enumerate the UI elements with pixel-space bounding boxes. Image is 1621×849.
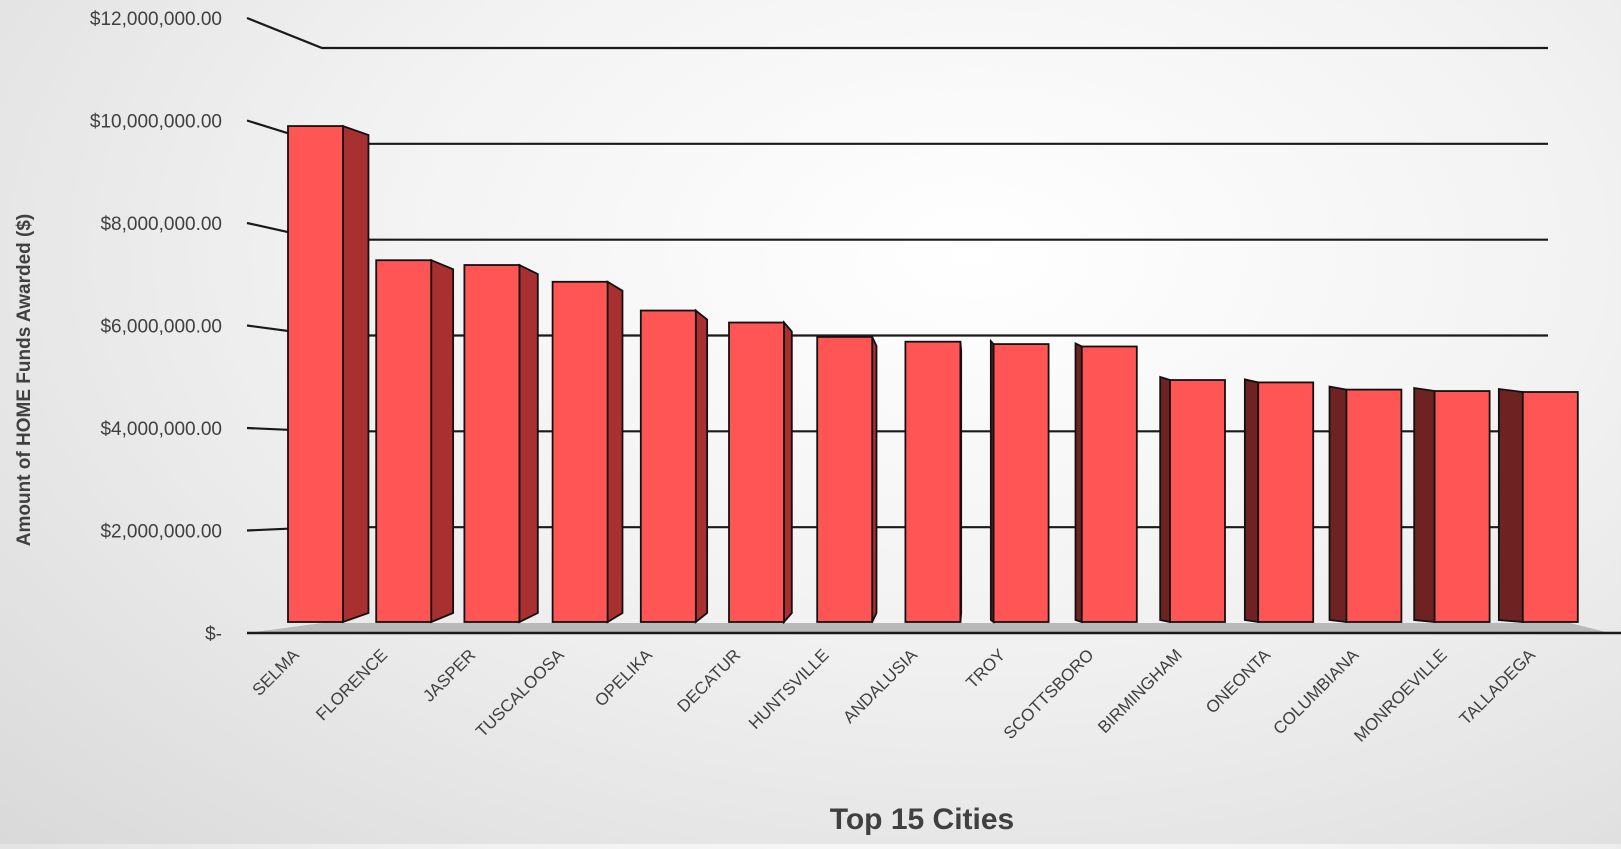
bar — [816, 335, 878, 623]
bar-side — [606, 280, 624, 624]
bar-side — [1328, 385, 1348, 624]
chart-floor — [247, 623, 1621, 635]
x-tick-label: FLORENCE — [312, 645, 391, 724]
bar — [1159, 375, 1226, 624]
bar-front — [287, 125, 344, 623]
bar — [989, 338, 1050, 624]
bar-side — [694, 308, 709, 624]
y-tick-label: $6,000,000.00 — [100, 317, 222, 338]
bar-front — [639, 309, 697, 623]
bar-side — [342, 124, 370, 624]
x-tick-label: OPELIKA — [591, 645, 656, 710]
bar — [287, 124, 370, 624]
bar-front — [551, 280, 609, 623]
bar-front — [1080, 345, 1138, 623]
x-tick-label: ANDALUSIA — [839, 645, 921, 727]
bar — [551, 280, 624, 624]
bar — [639, 308, 709, 624]
y-tick-label: $4,000,000.00 — [100, 419, 222, 440]
x-tick-label: TUSCALOOSA — [472, 645, 568, 741]
bar-front — [1345, 388, 1403, 623]
bar-side — [1074, 342, 1083, 624]
x-tick-label: SELMA — [249, 645, 304, 700]
bar-side — [1497, 387, 1524, 623]
bar-side — [518, 263, 539, 624]
y-tick-label: $8,000,000.00 — [100, 214, 222, 235]
x-tick-label: HUNTSVILLE — [745, 645, 833, 733]
bar — [1497, 387, 1579, 623]
y-axis-ticks: $- $2,000,000.00 $4,000,000.00 $6,000,000.0… — [90, 9, 222, 645]
y-tick-label: $- — [205, 624, 222, 645]
gridline — [246, 119, 1548, 145]
x-tick-label: BIRMINGHAM — [1094, 645, 1186, 737]
bar — [1243, 378, 1315, 624]
gridline — [246, 221, 1548, 241]
x-tick-label: ONEONTA — [1202, 645, 1274, 717]
bars — [287, 124, 1579, 625]
bar-front — [1433, 390, 1491, 623]
x-tick-label: DECATUR — [674, 645, 745, 716]
bar-side — [783, 320, 793, 625]
bar-front — [463, 264, 521, 623]
x-axis-title: Top 15 Cities — [830, 803, 1014, 836]
bar — [463, 263, 539, 624]
bar-side — [430, 258, 455, 624]
x-tick-label: COLUMBIANA — [1269, 645, 1362, 738]
bar-side — [1243, 378, 1260, 624]
bar — [728, 320, 793, 625]
x-tick-label: TALLADEGA — [1456, 645, 1540, 729]
bar — [1074, 342, 1138, 624]
bar-side — [1159, 375, 1171, 624]
x-tick-label: JASPER — [419, 645, 479, 705]
bar-front — [816, 335, 874, 623]
gridline — [246, 16, 1548, 50]
x-tick-label: TROY — [962, 645, 1009, 692]
bar-front — [1169, 379, 1226, 623]
bar — [1328, 385, 1403, 624]
y-tick-label: $12,000,000.00 — [90, 9, 222, 30]
bar-front — [1257, 381, 1315, 623]
bar-front — [728, 321, 785, 623]
bar — [904, 340, 963, 623]
bar-front — [992, 343, 1050, 623]
y-axis-title: Amount of HOME Funds Awarded ($) — [14, 214, 35, 547]
bar-front — [375, 259, 433, 623]
y-tick-label: $2,000,000.00 — [100, 522, 222, 543]
bar-side — [1413, 386, 1436, 623]
y-tick-label: $10,000,000.00 — [90, 112, 222, 133]
bar — [1413, 386, 1491, 623]
bar-front — [1521, 391, 1579, 623]
bar-front — [904, 340, 962, 623]
x-tick-label: SCOTTSBORO — [1000, 645, 1098, 743]
x-tick-label: MONROEVILLE — [1350, 645, 1450, 745]
bar — [375, 258, 455, 624]
